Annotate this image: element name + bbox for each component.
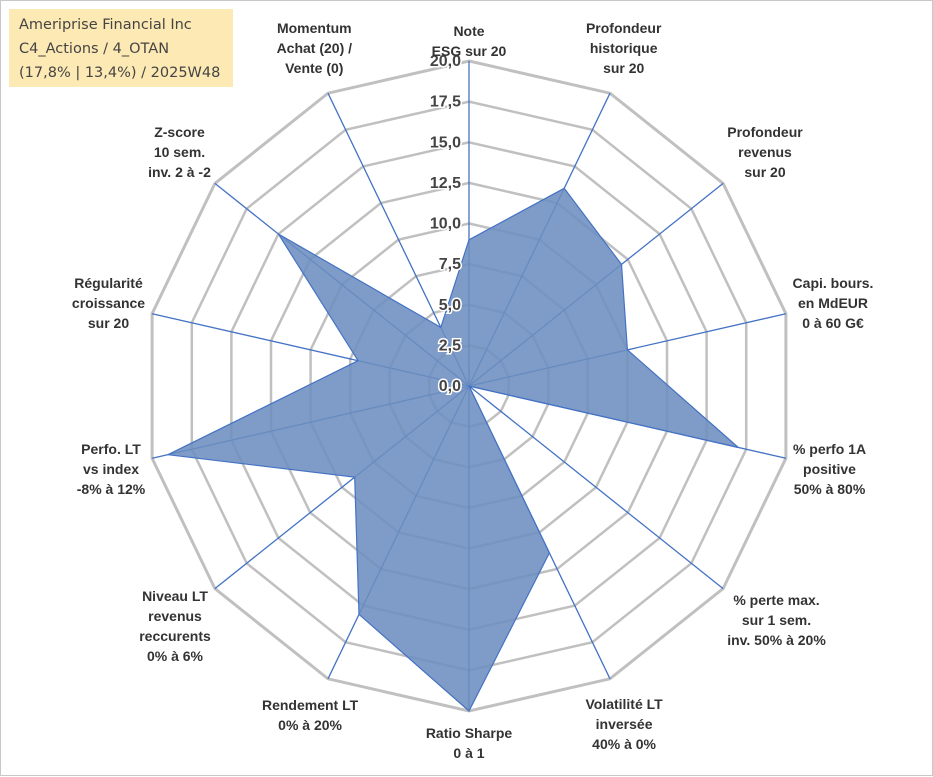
- axis-label-line: Z-score: [147, 122, 212, 142]
- tick-label: 7,5: [439, 256, 461, 273]
- axis-label-line: 50% à 80%: [792, 479, 868, 499]
- axis-label-line: sur 20: [71, 313, 147, 333]
- tick-label: 0,0: [439, 378, 461, 395]
- axis-label-line: 0% à 20%: [261, 715, 360, 735]
- axis-label-line: sur 20: [585, 58, 663, 78]
- axis-label-line: Profondeur: [726, 122, 804, 142]
- axis-label-line: Ratio Sharpe: [425, 723, 514, 743]
- axis-label-line: Achat (20) /: [275, 38, 353, 58]
- axis-label-line: inversée: [584, 714, 664, 734]
- axis-label-line: inv. 50% à 20%: [726, 630, 827, 650]
- axis-label-line: inv. 2 à -2: [147, 162, 212, 182]
- tick-label: 5,0: [439, 297, 461, 314]
- axis-label-line: Rendement LT: [261, 695, 360, 715]
- axis-label-line: Note: [431, 21, 508, 41]
- axis-label-line: Profondeur: [585, 18, 663, 38]
- axis-label-line: 0 à 1: [425, 743, 514, 763]
- axis-label-line: 0% à 6%: [138, 646, 212, 666]
- info-box: Ameriprise Financial Inc C4_Actions / 4_…: [9, 9, 233, 87]
- axis-label-line: revenus: [138, 606, 212, 626]
- tick-label: 15,0: [430, 134, 461, 151]
- axis-label-line: croissance: [71, 293, 147, 313]
- axis-label-line: Capi. bours.: [792, 273, 875, 293]
- axis-label-line: % perte max.: [726, 590, 827, 610]
- axis-label-6: % perte max.sur 1 sem.inv. 50% à 20%: [726, 590, 827, 650]
- axis-label-line: revenus: [726, 142, 804, 162]
- tick-label: 2,5: [439, 337, 461, 354]
- axis-label-line: Niveau LT: [138, 586, 212, 606]
- info-category: C4_Actions / 4_OTAN: [19, 37, 227, 61]
- axis-label-line: Momentum: [275, 18, 353, 38]
- axis-label-line: sur 20: [726, 162, 804, 182]
- axis-label-line: Volatilité LT: [584, 694, 664, 714]
- tick-label: 10,0: [430, 216, 461, 233]
- axis-label-line: positive: [792, 459, 868, 479]
- axis-label-line: ESG sur 20: [431, 41, 508, 61]
- axis-label-line: % perfo 1A: [792, 439, 868, 459]
- axis-label-line: reccurents: [138, 626, 212, 646]
- axis-label-line: vs index: [76, 459, 147, 479]
- axis-label-line: sur 1 sem.: [726, 610, 827, 630]
- axis-label-line: 0 à 60 G€: [792, 313, 875, 333]
- axis-label-line: Perfo. LT: [76, 439, 147, 459]
- axis-label-line: Vente (0): [275, 58, 353, 78]
- axis-label-line: Régularité: [71, 273, 147, 293]
- axis-label-line: historique: [585, 38, 663, 58]
- info-performance-week: (17,8% | 13,4%) / 2025W48: [19, 61, 227, 85]
- tick-label: 17,5: [430, 94, 461, 111]
- axis-label-line: en MdEUR: [792, 293, 875, 313]
- tick-label: 12,5: [430, 175, 461, 192]
- axis-label-line: -8% à 12%: [76, 479, 147, 499]
- info-company-name: Ameriprise Financial Inc: [19, 13, 227, 37]
- axis-label-line: 40% à 0%: [584, 734, 664, 754]
- axis-label-line: 10 sem.: [147, 142, 212, 162]
